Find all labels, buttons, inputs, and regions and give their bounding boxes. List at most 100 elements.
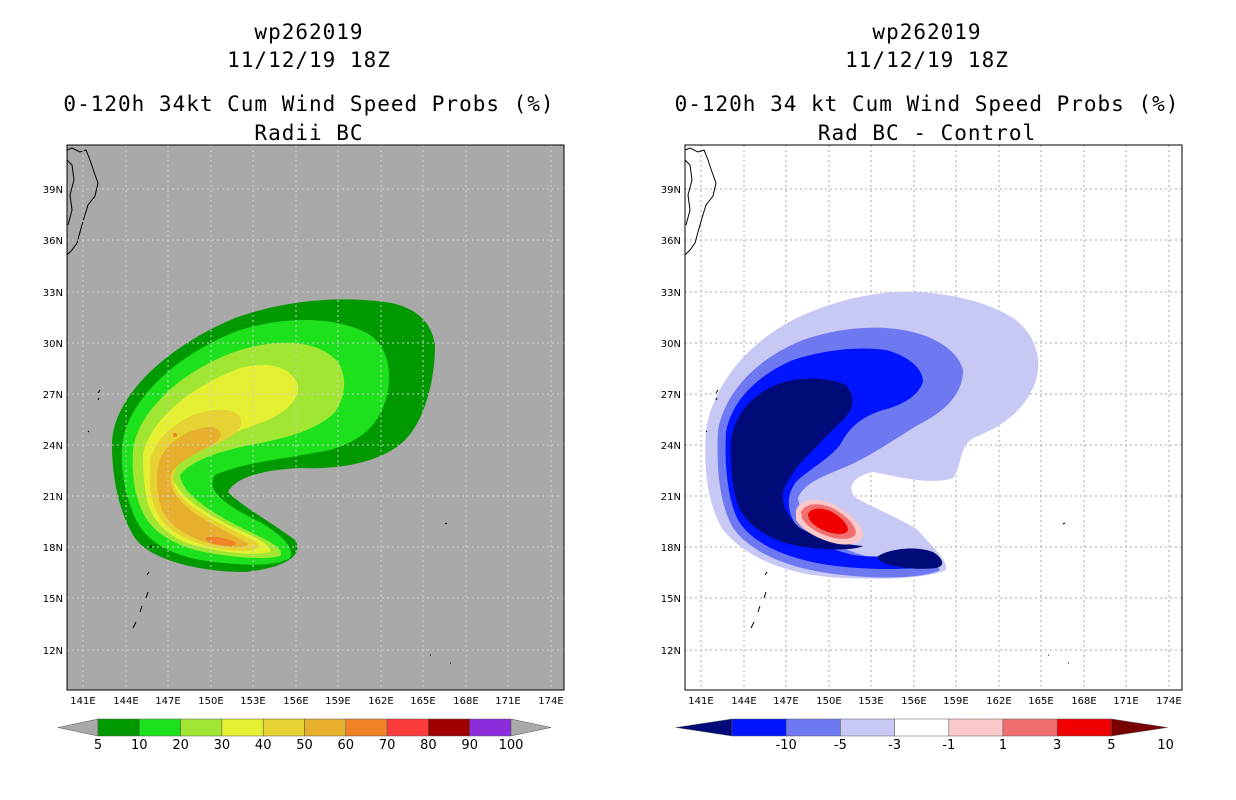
colorbar-tick-label: 50 [296, 738, 313, 753]
colorbar-swatch [304, 718, 347, 737]
right-coastlines [684, 147, 1069, 664]
colorbar-tick-label: 60 [338, 738, 355, 753]
right-lat-axis: 39N 36N 33N 30N 27N 24N 21N 18N 15N 12N [661, 185, 681, 657]
lon-label: 150E [198, 696, 223, 707]
right-title-subtitle: Rad BC - Control [817, 121, 1037, 145]
colorbar-swatch [180, 718, 223, 737]
left-title-subtitle: Radii BC [254, 121, 364, 145]
lon-label: 162E [368, 696, 393, 707]
lon-label: 171E [1113, 696, 1138, 707]
japan-coastline-inner [66, 159, 75, 226]
island-chain [87, 389, 153, 629]
right-lon-axis: 141E 144E 147E 150E 153E 156E 159E 162E … [688, 696, 1181, 707]
left-lon-axis: 141E 144E 147E 150E 153E 156E 159E 162E … [70, 696, 563, 707]
lat-label: 15N [661, 594, 681, 605]
right-map-panel: wp262019 11/12/19 18Z 0-120h 34 kt Cum W… [618, 0, 1236, 800]
colorbar-tick-label: 3 [1053, 738, 1061, 753]
colorbar-swatch [731, 718, 787, 737]
right-colorbar: -10 -5 -3 -1 1 3 5 10 [675, 718, 1174, 753]
colorbar-tick-label: -3 [888, 738, 901, 753]
colorbar-swatch [345, 718, 388, 737]
lon-label: 174E [1156, 696, 1181, 707]
lat-label: 24N [661, 441, 681, 452]
colorbar-tick-label: 70 [379, 738, 396, 753]
colorbar-swatch [428, 718, 470, 737]
lat-label: 18N [43, 543, 63, 554]
lat-label: 39N [43, 185, 63, 196]
right-title-datetime: 11/12/19 18Z [845, 48, 1009, 72]
lat-label: 33N [43, 288, 63, 299]
colorbar-tick-label: 80 [420, 738, 437, 753]
colorbar-tick-label: 5 [1107, 738, 1115, 753]
left-title-datetime: 11/12/19 18Z [227, 48, 391, 72]
colorbar-swatch [97, 718, 140, 737]
japan-coastline [66, 147, 99, 256]
lat-label: 27N [661, 390, 681, 401]
left-colorbar: 5 10 20 30 40 50 60 70 80 90 100 [57, 718, 552, 753]
colorbar-swatch [469, 718, 512, 737]
lat-label: 36N [661, 236, 681, 247]
left-gridlines [67, 145, 564, 690]
colorbar-swatch [840, 718, 895, 737]
colorbar-tick-label: -10 [776, 738, 797, 753]
lon-label: 171E [495, 696, 520, 707]
colorbar-swatch [1056, 718, 1112, 737]
colorbar-tick-label: 30 [214, 738, 231, 753]
lon-label: 144E [113, 696, 138, 707]
right-gridlines [685, 145, 1182, 690]
lat-label: 30N [43, 339, 63, 350]
lat-label: 15N [43, 594, 63, 605]
lon-label: 165E [410, 696, 435, 707]
lon-label: 165E [1028, 696, 1053, 707]
lat-label: 36N [43, 236, 63, 247]
lon-label: 150E [816, 696, 841, 707]
small-island [1048, 522, 1069, 664]
lon-label: 141E [688, 696, 713, 707]
japan-coastline [684, 147, 717, 256]
right-title-storm-id: wp262019 [872, 20, 982, 44]
colorbar-swatch [262, 718, 305, 737]
lat-label: 30N [661, 339, 681, 350]
lat-label: 27N [43, 390, 63, 401]
colorbar-swatch [785, 718, 841, 737]
colorbar-swatch [139, 718, 181, 737]
lon-label: 147E [773, 696, 798, 707]
lat-label: 39N [661, 185, 681, 196]
left-map-frame [66, 144, 565, 691]
japan-coastline-inner [684, 159, 693, 226]
colorbar-tick-label: 5 [94, 738, 102, 753]
lon-label: 162E [986, 696, 1011, 707]
colorbar-tick-label: -1 [942, 738, 955, 753]
prob-contour-50 [157, 427, 248, 548]
lat-label: 12N [43, 646, 63, 657]
left-coastlines [66, 147, 451, 664]
prob-spot-60 [173, 433, 177, 437]
right-difference-field [705, 291, 1039, 579]
colorbar-swatch [948, 718, 1004, 737]
small-island [430, 522, 451, 664]
lat-label: 24N [43, 441, 63, 452]
lon-label: 153E [240, 696, 265, 707]
colorbar-tick-label: 40 [255, 738, 272, 753]
diff-contour-minus-10b [877, 548, 943, 569]
diff-contour-plus-5 [808, 508, 848, 535]
right-map-frame [684, 144, 1183, 691]
left-title-product: 0-120h 34kt Cum Wind Speed Probs (%) [63, 92, 555, 116]
left-map-svg: 39N 36N 33N 30N 27N 24N 21N 18N 15N 12N … [43, 144, 565, 753]
left-title-storm-id: wp262019 [254, 20, 364, 44]
right-map-svg: 39N 36N 33N 30N 27N 24N 21N 18N 15N 12N … [661, 144, 1183, 753]
lon-label: 159E [325, 696, 350, 707]
lon-label: 168E [453, 696, 478, 707]
lon-label: 159E [943, 696, 968, 707]
lon-label: 141E [70, 696, 95, 707]
colorbar-swatch [894, 718, 950, 737]
lon-label: 144E [731, 696, 756, 707]
colorbar-right-arrow [510, 718, 552, 737]
colorbar-tick-label: 100 [499, 738, 524, 753]
lon-label: 153E [858, 696, 883, 707]
lat-label: 21N [661, 492, 681, 503]
lon-label: 174E [538, 696, 563, 707]
colorbar-tick-label: 1 [999, 738, 1007, 753]
lat-label: 12N [661, 646, 681, 657]
colorbar-tick-label: 20 [172, 738, 189, 753]
